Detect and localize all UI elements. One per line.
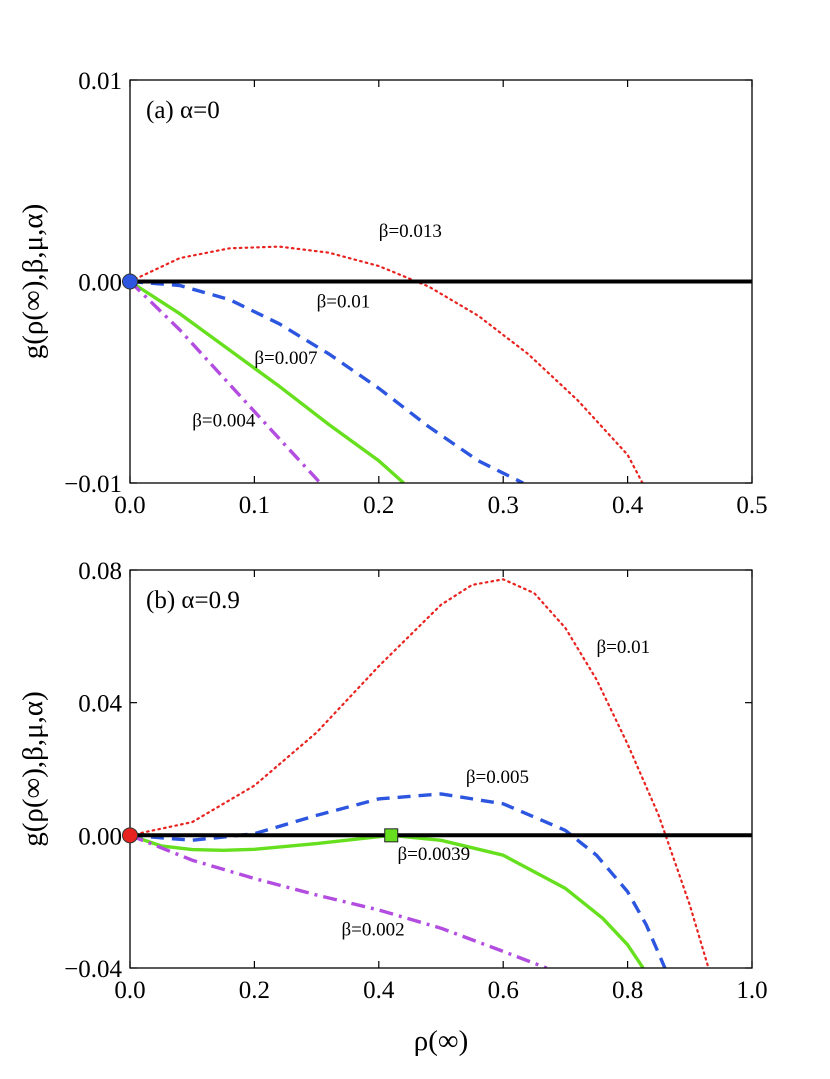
series-line-0-013 bbox=[130, 245, 644, 483]
series-line-0-005 bbox=[130, 792, 667, 968]
curve-label: β=0.01 bbox=[317, 292, 371, 313]
origin-point bbox=[122, 273, 138, 290]
curve-label: β=0.004 bbox=[192, 411, 256, 432]
y-axis-label: g(ρ(∞),β,μ,α) bbox=[17, 204, 49, 360]
x-tick-label: 0.6 bbox=[488, 977, 519, 1004]
series-line-0-007 bbox=[130, 280, 405, 483]
y-tick-label: −0.01 bbox=[64, 471, 122, 498]
y-axis-label: g(ρ(∞),β,μ,α) bbox=[17, 691, 49, 847]
curve-label: β=0.013 bbox=[379, 221, 442, 242]
x-axis-label: ρ(∞) bbox=[414, 1025, 468, 1057]
y-tick-label: 0.04 bbox=[78, 691, 122, 718]
y-tick-label: 0.00 bbox=[78, 270, 122, 297]
curve-label: β=0.005 bbox=[466, 767, 529, 788]
x-tick-label: 0.4 bbox=[363, 977, 395, 1004]
origin-point bbox=[122, 827, 138, 844]
x-tick-label: 0.5 bbox=[736, 492, 767, 519]
curve-label: β=0.002 bbox=[341, 919, 404, 940]
chart-panel-2: 0.0 0.2 0.4 0.6 0.8 1.0 −0.04 0.00 0.04 0.08 g(ρ(∞… bbox=[17, 558, 768, 1057]
chart-panel-1: 0.0 0.1 0.2 0.3 0.4 0.5 −0.01 0.00 0.01 g(ρ(∞),β,… bbox=[17, 68, 768, 519]
series-line-0-0039 bbox=[130, 833, 645, 968]
panel-label: (a) α=0 bbox=[146, 97, 220, 124]
series-line-0-004 bbox=[130, 280, 322, 483]
y-tick-label: 0.08 bbox=[78, 558, 122, 585]
x-tick-label: 1.0 bbox=[736, 977, 767, 1004]
curve-label: β=0.0039 bbox=[397, 844, 470, 865]
series-line-0-01 bbox=[130, 578, 710, 968]
x-tick-label: 0.4 bbox=[612, 492, 644, 519]
tangent-point bbox=[384, 828, 399, 843]
x-tick-label: 0.0 bbox=[114, 977, 145, 1004]
series-line-0-002 bbox=[130, 833, 548, 968]
x-tick-label: 0.1 bbox=[239, 492, 270, 519]
plot-frame bbox=[129, 569, 753, 969]
x-tick-label: 0.3 bbox=[488, 492, 519, 519]
curve-label: β=0.01 bbox=[597, 637, 651, 658]
curve-label: β=0.007 bbox=[254, 348, 317, 369]
x-tick-label: 0.0 bbox=[114, 492, 145, 519]
y-tick-label: −0.04 bbox=[64, 956, 122, 983]
series-line-0-01 bbox=[130, 279, 524, 483]
x-tick-label: 0.8 bbox=[612, 977, 643, 1004]
y-tick-label: 0.01 bbox=[78, 68, 122, 95]
panel-label: (b) α=0.9 bbox=[146, 587, 240, 614]
y-tick-label: 0.00 bbox=[78, 823, 122, 850]
x-tick-label: 0.2 bbox=[239, 977, 270, 1004]
x-tick-label: 0.2 bbox=[363, 492, 394, 519]
